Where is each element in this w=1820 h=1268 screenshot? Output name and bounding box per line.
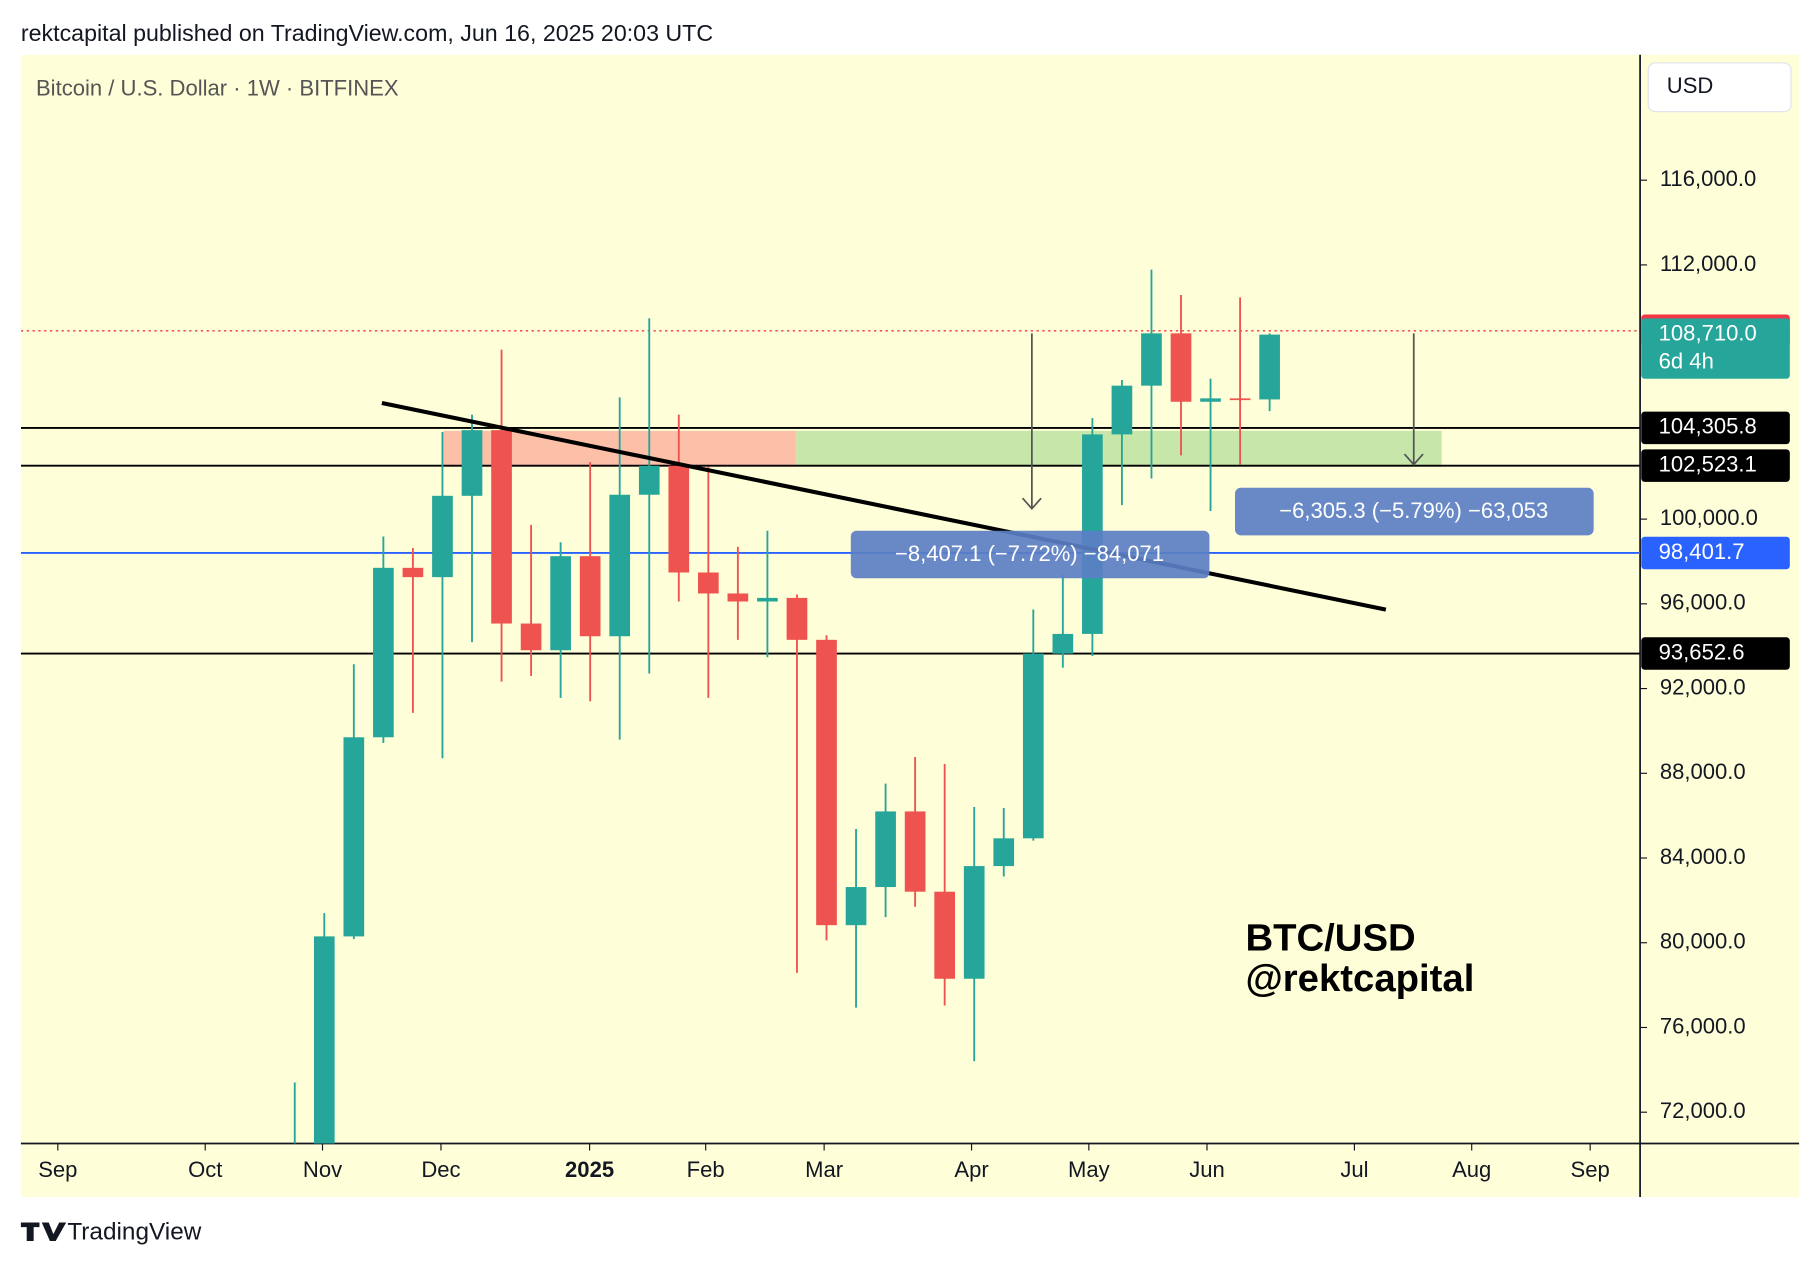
candle-body (1229, 398, 1251, 401)
candle-body (697, 572, 719, 594)
price-tag-label: 108,710.0 (1659, 320, 1757, 345)
candle-body (402, 567, 424, 578)
y-tick-label: 96,000.0 (1660, 590, 1746, 615)
candle-body (373, 567, 394, 738)
candle-body (313, 936, 335, 1144)
candle-body (993, 838, 1015, 867)
x-tick-label: Sep (1571, 1157, 1610, 1182)
countdown-label: 6d 4h (1659, 348, 1714, 373)
y-tick-label: 88,000.0 (1660, 759, 1746, 784)
candle-body (786, 597, 808, 640)
price-tag-label: 102,523.1 (1659, 451, 1757, 476)
y-tick-label: 84,000.0 (1660, 844, 1746, 869)
candle-body (963, 866, 985, 979)
candle-body (1141, 333, 1162, 386)
trend-line (381, 401, 1387, 612)
price-tag-label: 93,652.6 (1659, 639, 1745, 664)
annotations: −8,407.1 (−7.72%) −84,071 −6,305.3 (−5.7… (381, 333, 1594, 1000)
candle-body (1200, 398, 1221, 402)
tradingview-logo (20, 1222, 67, 1242)
price-tag (1641, 536, 1790, 570)
measure-box (1235, 487, 1594, 536)
x-tick-label: Sep (38, 1157, 77, 1182)
candle-body (727, 593, 749, 602)
x-tick-label: 2025 (565, 1157, 614, 1182)
measure-arrow (1021, 333, 1042, 510)
measure-label: −6,305.3 (−5.79%) −63,053 (1279, 498, 1548, 523)
currency: USD (1667, 73, 1714, 98)
y-tick-label: 116,000.0 (1660, 166, 1756, 191)
watermark: @rektcapital (1245, 957, 1474, 1000)
candle-body (668, 465, 690, 573)
candle-body (1052, 633, 1074, 654)
candle-body (343, 737, 365, 937)
candle-body (845, 887, 867, 926)
header: rektcapital published on TradingView.com… (21, 20, 713, 46)
candle-body (1022, 653, 1044, 839)
candle-body (816, 639, 837, 926)
candle-body (609, 494, 631, 637)
measure-box (850, 530, 1210, 579)
measure-arrow (1403, 333, 1424, 466)
candle-body (1170, 333, 1192, 402)
price-tag (1641, 449, 1790, 482)
x-tick-label: Nov (303, 1157, 342, 1182)
x-tick-label: Dec (421, 1157, 460, 1182)
candle-body (491, 430, 512, 624)
chart-title: Bitcoin / U.S. Dollar · 1W · BITFINEX (36, 75, 399, 100)
chart-background (20, 54, 1800, 1197)
price-tag (1641, 637, 1790, 670)
x-tick-label: Oct (188, 1157, 222, 1182)
price-tag (1641, 318, 1790, 379)
candle-body (520, 623, 542, 651)
footer: TradingView (67, 1218, 201, 1245)
x-tick-label: Feb (687, 1157, 725, 1182)
y-tick-label: 112,000.0 (1660, 251, 1756, 276)
x-tick-label: Mar (805, 1157, 843, 1182)
price-tag-label: 104,305.8 (1659, 414, 1757, 439)
candle-body (550, 556, 571, 651)
candle-body (934, 891, 956, 979)
candle-body (461, 430, 483, 496)
y-tick-label: 80,000.0 (1660, 929, 1746, 954)
watermark: BTC/USD (1245, 917, 1415, 960)
price-tag (1641, 411, 1790, 445)
candle-body (1111, 385, 1133, 435)
y-tick-label: 92,000.0 (1660, 674, 1746, 699)
x-tick-label: Aug (1452, 1157, 1491, 1182)
candle-body (1259, 334, 1280, 400)
x-tick-label: Jun (1189, 1157, 1225, 1182)
y-tick-label: 100,000.0 (1660, 505, 1758, 530)
measure-label: −8,407.1 (−7.72%) −84,071 (895, 541, 1164, 566)
currency-box[interactable] (1647, 62, 1792, 113)
candle-body (757, 597, 778, 602)
y-tick-label: 72,000.0 (1660, 1098, 1746, 1123)
price-tag-label: 98,401.7 (1659, 539, 1745, 564)
candle-body (432, 495, 453, 578)
x-tick-label: Apr (954, 1157, 988, 1182)
y-tick-label: 76,000.0 (1660, 1013, 1746, 1038)
plot: −8,407.1 (−7.72%) −84,071 −6,305.3 (−5.7… (20, 269, 1641, 1144)
candle-body (638, 465, 660, 495)
candle-body (904, 811, 926, 892)
candle-body (875, 811, 896, 888)
support-zone (796, 430, 1442, 467)
x-tick-label: Jul (1340, 1157, 1368, 1182)
x-tick-label: May (1068, 1157, 1110, 1182)
candle-body (579, 556, 601, 637)
